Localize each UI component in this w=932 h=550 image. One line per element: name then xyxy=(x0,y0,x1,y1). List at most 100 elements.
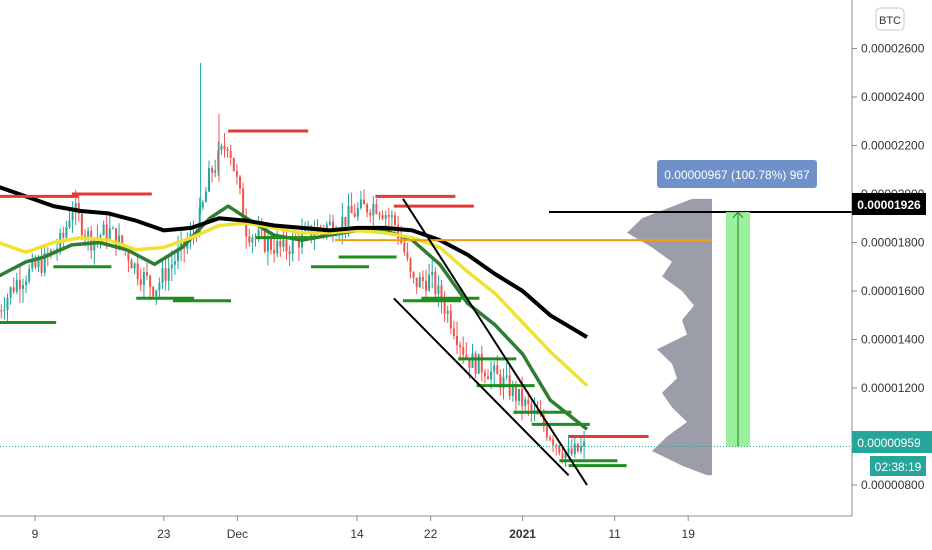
measure-tooltip: 0.00000967 (100.78%) 967 xyxy=(657,160,817,188)
candle-body xyxy=(229,150,232,158)
candle-body xyxy=(260,229,263,231)
candle-body xyxy=(514,385,517,401)
candle-body xyxy=(421,276,424,281)
candle-body xyxy=(443,302,446,314)
y-tick-label: 0.00000800 xyxy=(861,478,925,492)
candle-body xyxy=(542,415,545,427)
candle-body xyxy=(93,239,96,251)
candle-body xyxy=(456,335,458,346)
candle-body xyxy=(471,353,474,368)
candle-body xyxy=(462,347,465,355)
candle-body xyxy=(251,237,254,243)
candle-body xyxy=(387,215,390,217)
indicator-line xyxy=(0,221,589,387)
candle-body xyxy=(226,149,229,151)
candle-body xyxy=(483,372,486,377)
candle-body xyxy=(282,239,285,247)
candle-body xyxy=(378,213,381,216)
candle-body xyxy=(161,268,164,283)
candle-body xyxy=(434,271,437,295)
candle-body xyxy=(530,404,533,411)
candle-body xyxy=(452,328,455,336)
candle-body xyxy=(564,452,567,459)
candle-body xyxy=(570,448,573,455)
candle-body xyxy=(130,260,133,269)
candle-body xyxy=(356,207,359,217)
candle-body xyxy=(133,263,136,269)
measure-tooltip-text: 0.00000967 (100.78%) 967 xyxy=(664,168,810,182)
candle-body xyxy=(77,203,80,214)
candle-body xyxy=(84,235,86,237)
candle-body xyxy=(127,250,130,261)
candle-body xyxy=(223,145,226,150)
candle-body xyxy=(102,224,105,236)
candle-body xyxy=(68,220,71,228)
y-tick-label: 0.00001800 xyxy=(861,236,925,250)
y-tick-label: 0.00001200 xyxy=(861,381,925,395)
candle-body xyxy=(62,232,65,238)
indicator-line xyxy=(0,185,589,339)
candle-body xyxy=(177,249,179,262)
level-price-text: 0.00001926 xyxy=(857,198,921,212)
candle-body xyxy=(344,216,347,226)
candle-body xyxy=(468,358,471,368)
candle-body xyxy=(105,224,108,239)
candle-body xyxy=(71,212,74,221)
candle-body xyxy=(173,261,176,265)
volume-profile xyxy=(627,198,712,476)
candle-body xyxy=(285,239,288,252)
candle-body xyxy=(201,202,204,208)
candle-body xyxy=(90,231,93,251)
candle-body xyxy=(266,238,269,252)
candle-body xyxy=(22,285,24,289)
x-tick-label: 11 xyxy=(608,527,621,541)
candle-body xyxy=(80,213,83,236)
x-tick-label: 2021 xyxy=(509,527,536,541)
wedge-line xyxy=(402,198,588,486)
candle-body xyxy=(465,354,468,359)
candle-body xyxy=(155,290,158,297)
candle-body xyxy=(146,272,148,276)
x-tick-label: 14 xyxy=(350,527,364,541)
y-tick-label: 0.00001400 xyxy=(861,333,925,347)
candle-body xyxy=(18,279,21,289)
x-tick-label: 19 xyxy=(682,527,696,541)
level-price-label: 0.00001926 xyxy=(852,193,926,215)
candle-body xyxy=(12,287,15,292)
candle-body xyxy=(521,388,524,407)
candle-body xyxy=(31,259,34,269)
candle-body xyxy=(279,240,282,247)
candle-body xyxy=(288,251,291,254)
candle-body xyxy=(561,453,564,459)
indicator-lines xyxy=(0,185,589,431)
candle-body xyxy=(533,409,536,411)
candle-body xyxy=(428,274,431,291)
candle-body xyxy=(552,439,555,446)
candle-body xyxy=(567,448,570,453)
candle-body xyxy=(204,191,207,203)
candle-body xyxy=(583,441,586,447)
candle-body xyxy=(496,365,499,375)
candle-body xyxy=(198,207,201,236)
candle-body xyxy=(359,199,362,208)
candle-body xyxy=(25,281,28,286)
candle-body xyxy=(186,241,189,249)
candle-body xyxy=(254,236,257,238)
candle-body xyxy=(487,376,489,380)
candle-body xyxy=(403,242,406,253)
volume-profile-shape xyxy=(627,198,712,476)
candle-body xyxy=(263,230,266,252)
candle-body xyxy=(152,286,155,297)
candle-body xyxy=(149,275,152,287)
candle-body xyxy=(239,176,241,189)
currency-label: BTC xyxy=(879,15,901,27)
candle-body xyxy=(245,218,248,237)
candle-body xyxy=(139,279,142,285)
candle-body xyxy=(34,259,37,268)
candle-body xyxy=(142,272,145,285)
currency-badge[interactable]: BTC xyxy=(875,7,905,31)
candle-body xyxy=(369,212,372,216)
candle-body xyxy=(425,280,427,291)
candle-body xyxy=(270,238,272,250)
